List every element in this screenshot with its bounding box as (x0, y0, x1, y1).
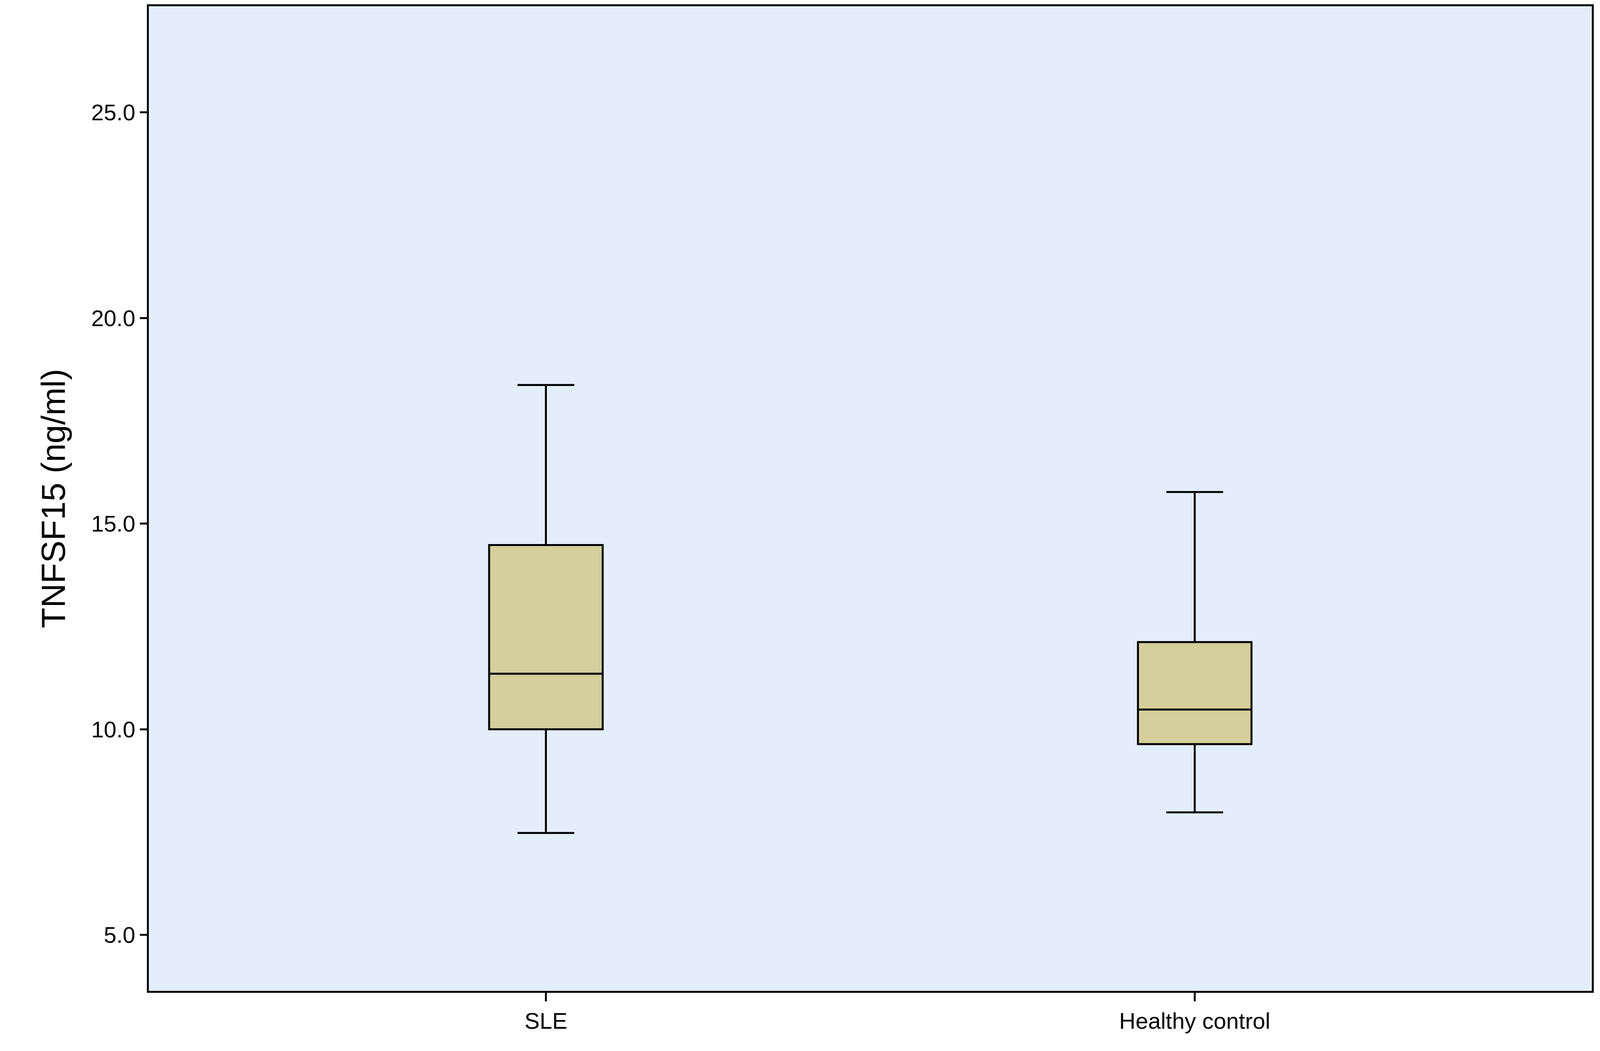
svg-text:25.0: 25.0 (91, 99, 136, 125)
svg-text:Healthy control: Healthy control (1119, 1008, 1271, 1034)
svg-text:SLE: SLE (524, 1008, 568, 1034)
svg-text:10.0: 10.0 (91, 716, 136, 743)
svg-text:20.0: 20.0 (91, 305, 136, 331)
svg-text:5.0: 5.0 (103, 922, 136, 948)
svg-text:15.0: 15.0 (91, 510, 136, 537)
svg-text:TNFSF15 (ng/ml): TNFSF15 (ng/ml) (34, 368, 72, 629)
